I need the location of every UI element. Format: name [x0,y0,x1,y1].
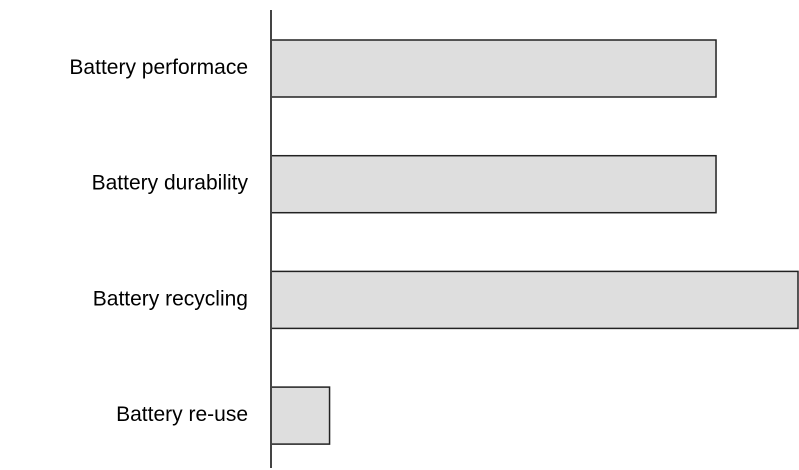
category-labels-group: Battery performace Battery durability Batt… [69,56,248,426]
bar-4 [270,386,331,445]
category-label-3: Battery recycling [93,287,248,310]
category-label-1: Battery performace [69,56,248,79]
bars-group [270,39,799,445]
category-label-2: Battery durability [92,172,249,195]
bar-2 [270,154,717,214]
bar-1 [270,39,717,98]
bar-3 [270,270,799,330]
category-label-4: Battery re-use [116,403,248,426]
